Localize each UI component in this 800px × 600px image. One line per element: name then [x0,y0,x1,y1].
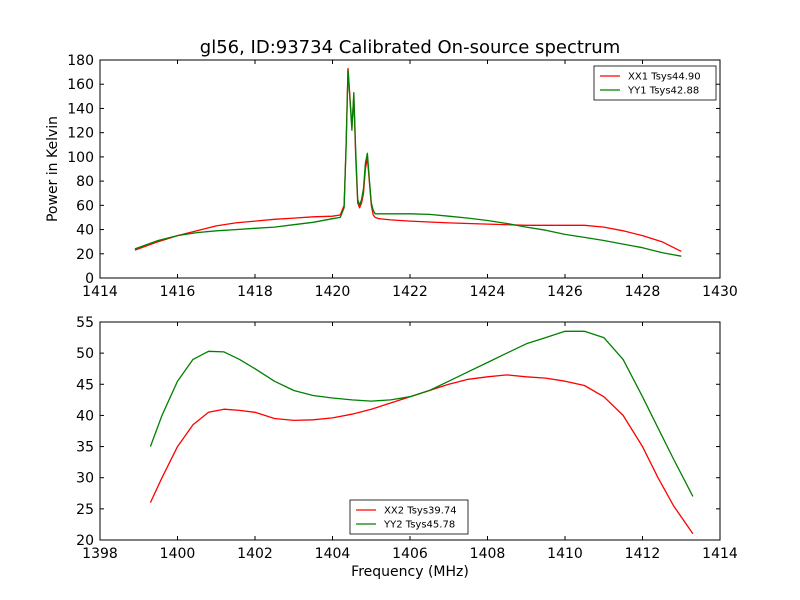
bottom-chart: 1398 1400 1402 1404 1406 1408 1410 1412 1414 20 25… [76,315,738,562]
top-y-tick-label: 40 [76,223,94,239]
bottom-y-tick-label: 55 [76,315,94,331]
top-legend-label-xx1: XX1 Tsys44.90 [628,72,701,83]
top-y-tick-label: 160 [67,77,94,93]
bottom-legend-label-xx2: XX2 Tsys39.74 [384,506,457,517]
top-x-tick-label: 1430 [702,284,738,300]
top-chart-ylabel: Power in Kelvin [45,116,61,222]
top-series-line-1 [134,67,682,252]
top-y-tick-label: 20 [76,247,94,263]
top-legend-label-yy1: YY1 Tsys42.88 [627,86,699,97]
top-legend-box [593,65,717,101]
bottom-x-tick-label: 1400 [160,546,196,562]
bottom-y-tick-label: 40 [76,408,94,424]
top-chart: 1414 1416 1418 1420 1422 1424 1426 1428 1430 0 20 4… [67,53,738,300]
top-x-tick-label: 1420 [315,284,351,300]
top-y-tick-label: 0 [85,271,94,287]
bottom-x-tick-label: 1408 [470,546,506,562]
top-x-tick-label: 1422 [392,284,428,300]
bottom-y-tick-label: 20 [76,533,94,549]
bottom-x-tick-label: 1402 [237,546,273,562]
bottom-chart-xlabel: Frequency (MHz) [351,564,469,580]
bottom-chart-ticks: 1398 1400 1402 1404 1406 1408 1410 1412 1414 20 25… [76,315,738,562]
bottom-x-tick-label: 1410 [547,546,583,562]
top-y-tick-label: 140 [67,101,94,117]
top-x-tick-label: 1414 [82,284,118,300]
top-x-tick-label: 1428 [625,284,661,300]
top-series-line-2 [134,69,682,257]
bottom-legend-box [349,499,469,535]
bottom-x-tick-label: 1412 [625,546,661,562]
bottom-y-tick-label: 50 [76,346,94,362]
top-chart-series [134,67,682,257]
bottom-series-line-2 [149,330,694,497]
top-chart-title: gl56, ID:93734 Calibrated On-source spec… [200,37,620,58]
top-chart-ticks: 1414 1416 1418 1420 1422 1424 1426 1428 1430 0 20 4… [67,53,738,300]
bottom-x-tick-label: 1406 [392,546,428,562]
top-x-tick-label: 1426 [547,284,583,300]
top-y-tick-label: 120 [67,126,94,142]
top-y-tick-label: 100 [67,150,94,166]
bottom-chart-series [149,330,694,535]
bottom-chart-legend: XX2 Tsys39.74 YY2 Tsys45.78 [349,499,469,535]
bottom-x-tick-label: 1404 [315,546,351,562]
top-x-tick-label: 1416 [160,284,196,300]
top-chart-legend: XX1 Tsys44.90 YY1 Tsys42.88 [593,65,717,101]
top-y-tick-label: 180 [67,53,94,69]
bottom-y-tick-label: 25 [76,502,94,518]
bottom-x-tick-label: 1398 [82,546,118,562]
bottom-y-tick-label: 30 [76,471,94,487]
bottom-x-tick-label: 1414 [702,546,738,562]
top-y-tick-label: 80 [76,174,94,190]
top-x-tick-label: 1418 [237,284,273,300]
bottom-y-tick-label: 45 [76,377,94,393]
top-y-tick-label: 60 [76,198,94,214]
bottom-y-tick-label: 35 [76,440,94,456]
bottom-legend-label-yy2: YY2 Tsys45.78 [383,520,455,531]
top-x-tick-label: 1424 [470,284,506,300]
